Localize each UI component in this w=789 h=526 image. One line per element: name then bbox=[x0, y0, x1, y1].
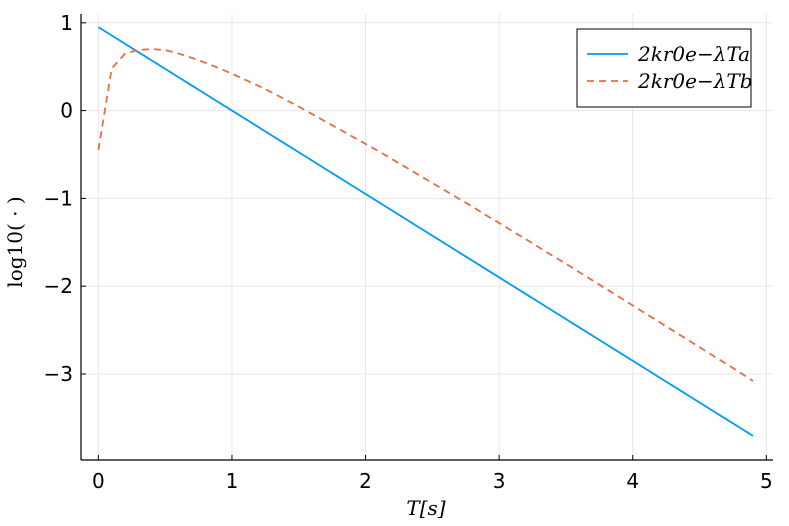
legend-box bbox=[577, 29, 751, 107]
y-tick-label-3: 0 bbox=[60, 99, 73, 123]
legend-label-series-a: 2kr0e−λTa bbox=[637, 42, 750, 66]
x-tick-label-5: 5 bbox=[760, 469, 773, 493]
x-tick-label-3: 3 bbox=[493, 469, 506, 493]
legend-label-series-b: 2kr0e−λTb bbox=[637, 69, 753, 93]
y-tick-label-2: −1 bbox=[44, 186, 73, 210]
x-tick-label-1: 1 bbox=[226, 469, 239, 493]
x-tick-label-0: 0 bbox=[92, 469, 105, 493]
y-tick-label-0: −3 bbox=[44, 362, 73, 386]
x-tick-label-2: 2 bbox=[359, 469, 372, 493]
y-tick-label-4: 1 bbox=[60, 11, 73, 35]
x-tick-label-4: 4 bbox=[626, 469, 639, 493]
y-axis-title: log10( · ) bbox=[3, 196, 27, 287]
x-axis-title: T[s] bbox=[406, 496, 445, 520]
y-tick-label-1: −2 bbox=[44, 274, 73, 298]
legend: 2kr0e−λTa 2kr0e−λTb bbox=[577, 29, 753, 107]
